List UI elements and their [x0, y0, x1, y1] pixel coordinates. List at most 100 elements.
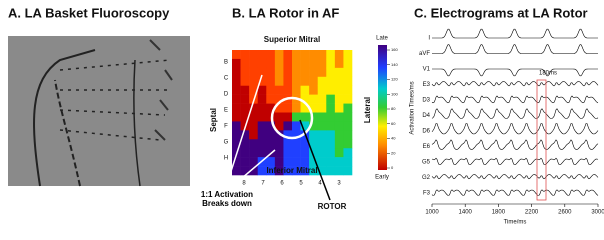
x-tick-label: 1000	[425, 210, 439, 216]
early-label: Early	[375, 175, 389, 181]
map-cell	[343, 157, 353, 167]
trace	[431, 123, 599, 135]
map-cell	[334, 121, 344, 131]
map-cell	[326, 166, 336, 176]
map-cell	[249, 112, 259, 122]
row-label: C	[224, 76, 229, 82]
map-cell	[343, 67, 353, 78]
figure: A. LA Basket Fluoroscopy B. LA Rotor in …	[8, 5, 604, 226]
map-cell	[343, 121, 353, 131]
map-cell	[309, 121, 319, 131]
colorbar-tick-label: 20	[391, 150, 396, 155]
map-cell	[249, 139, 259, 149]
map-cell	[343, 148, 353, 158]
map-cell	[292, 50, 301, 60]
map-cell	[317, 85, 327, 95]
map-cell	[240, 148, 250, 158]
map-cell	[300, 139, 310, 149]
map-cell	[343, 112, 353, 122]
map-cell	[240, 50, 250, 60]
electrograms	[431, 28, 599, 196]
map-cell	[283, 67, 293, 78]
map-cell	[326, 139, 336, 149]
map-cell	[266, 166, 276, 176]
map-cell	[257, 148, 267, 158]
map-cell	[334, 148, 344, 158]
map-cell	[317, 130, 327, 140]
map-cell	[334, 50, 344, 60]
map-cell	[274, 76, 284, 87]
map-cell	[326, 85, 336, 95]
map-cell	[309, 112, 319, 122]
lead-label: G5	[422, 160, 431, 166]
rotor-map	[232, 50, 353, 176]
map-cell	[334, 85, 344, 95]
map-cell	[309, 67, 319, 78]
row-label: E	[224, 108, 228, 114]
col-label: 4	[318, 181, 322, 187]
map-cell	[232, 94, 241, 104]
fluoroscopy-image	[8, 36, 190, 186]
trace	[432, 28, 598, 39]
trace	[431, 95, 599, 104]
map-cell	[274, 85, 284, 95]
map-cell	[334, 112, 344, 122]
map-cell	[343, 94, 353, 104]
map-cell	[257, 85, 267, 95]
map-cell	[317, 103, 327, 113]
map-cell	[249, 58, 259, 69]
map-cell	[300, 50, 310, 60]
map-cell	[343, 50, 353, 60]
map-cell	[249, 166, 259, 176]
x-tick-label: 3000	[591, 210, 604, 216]
map-cell	[249, 121, 259, 131]
map-cell	[266, 85, 276, 95]
colorbar-title: Activation Times/ms	[410, 81, 416, 134]
map-cell	[249, 67, 259, 78]
map-cell	[274, 112, 284, 122]
map-cell	[326, 103, 336, 113]
map-cell	[274, 94, 284, 104]
map-cell	[292, 157, 301, 167]
map-cell	[334, 67, 344, 78]
map-cell	[240, 85, 250, 95]
map-cell	[343, 130, 353, 140]
map-cell	[309, 166, 319, 176]
map-cell	[300, 94, 310, 104]
map-cell	[266, 112, 276, 122]
map-cell	[266, 139, 276, 149]
map-cell	[266, 157, 276, 167]
map-cell	[266, 103, 276, 113]
map-cell	[232, 112, 241, 122]
row-label: D	[224, 92, 229, 98]
colorbar-tick-label: 100	[391, 91, 398, 96]
bottom-label: Inferior Mitral	[266, 166, 317, 175]
map-cell	[309, 157, 319, 167]
map-cell	[309, 103, 319, 113]
map-cell	[300, 67, 310, 78]
trace	[432, 44, 598, 54]
map-cell	[240, 67, 250, 78]
map-cell	[240, 76, 250, 87]
map-cell	[274, 157, 284, 167]
map-cell	[317, 148, 327, 158]
map-cell	[257, 67, 267, 78]
map-cell	[232, 103, 241, 113]
left-label: Septal	[209, 108, 218, 132]
map-cell	[232, 139, 241, 149]
map-cell	[309, 85, 319, 95]
colorbar-tick-label: 40	[391, 136, 396, 141]
map-cell	[317, 58, 327, 69]
map-cell	[300, 76, 310, 87]
map-cell	[257, 58, 267, 69]
map-cell	[326, 67, 336, 78]
map-cell	[343, 103, 353, 113]
map-cell	[257, 139, 267, 149]
map-cell	[257, 130, 267, 140]
map-cell	[274, 103, 284, 113]
row-label: G	[224, 140, 229, 146]
row-label: H	[224, 156, 228, 162]
map-cell	[240, 139, 250, 149]
map-cell	[274, 121, 284, 131]
panel-a-title: A. LA Basket Fluoroscopy	[8, 5, 170, 20]
